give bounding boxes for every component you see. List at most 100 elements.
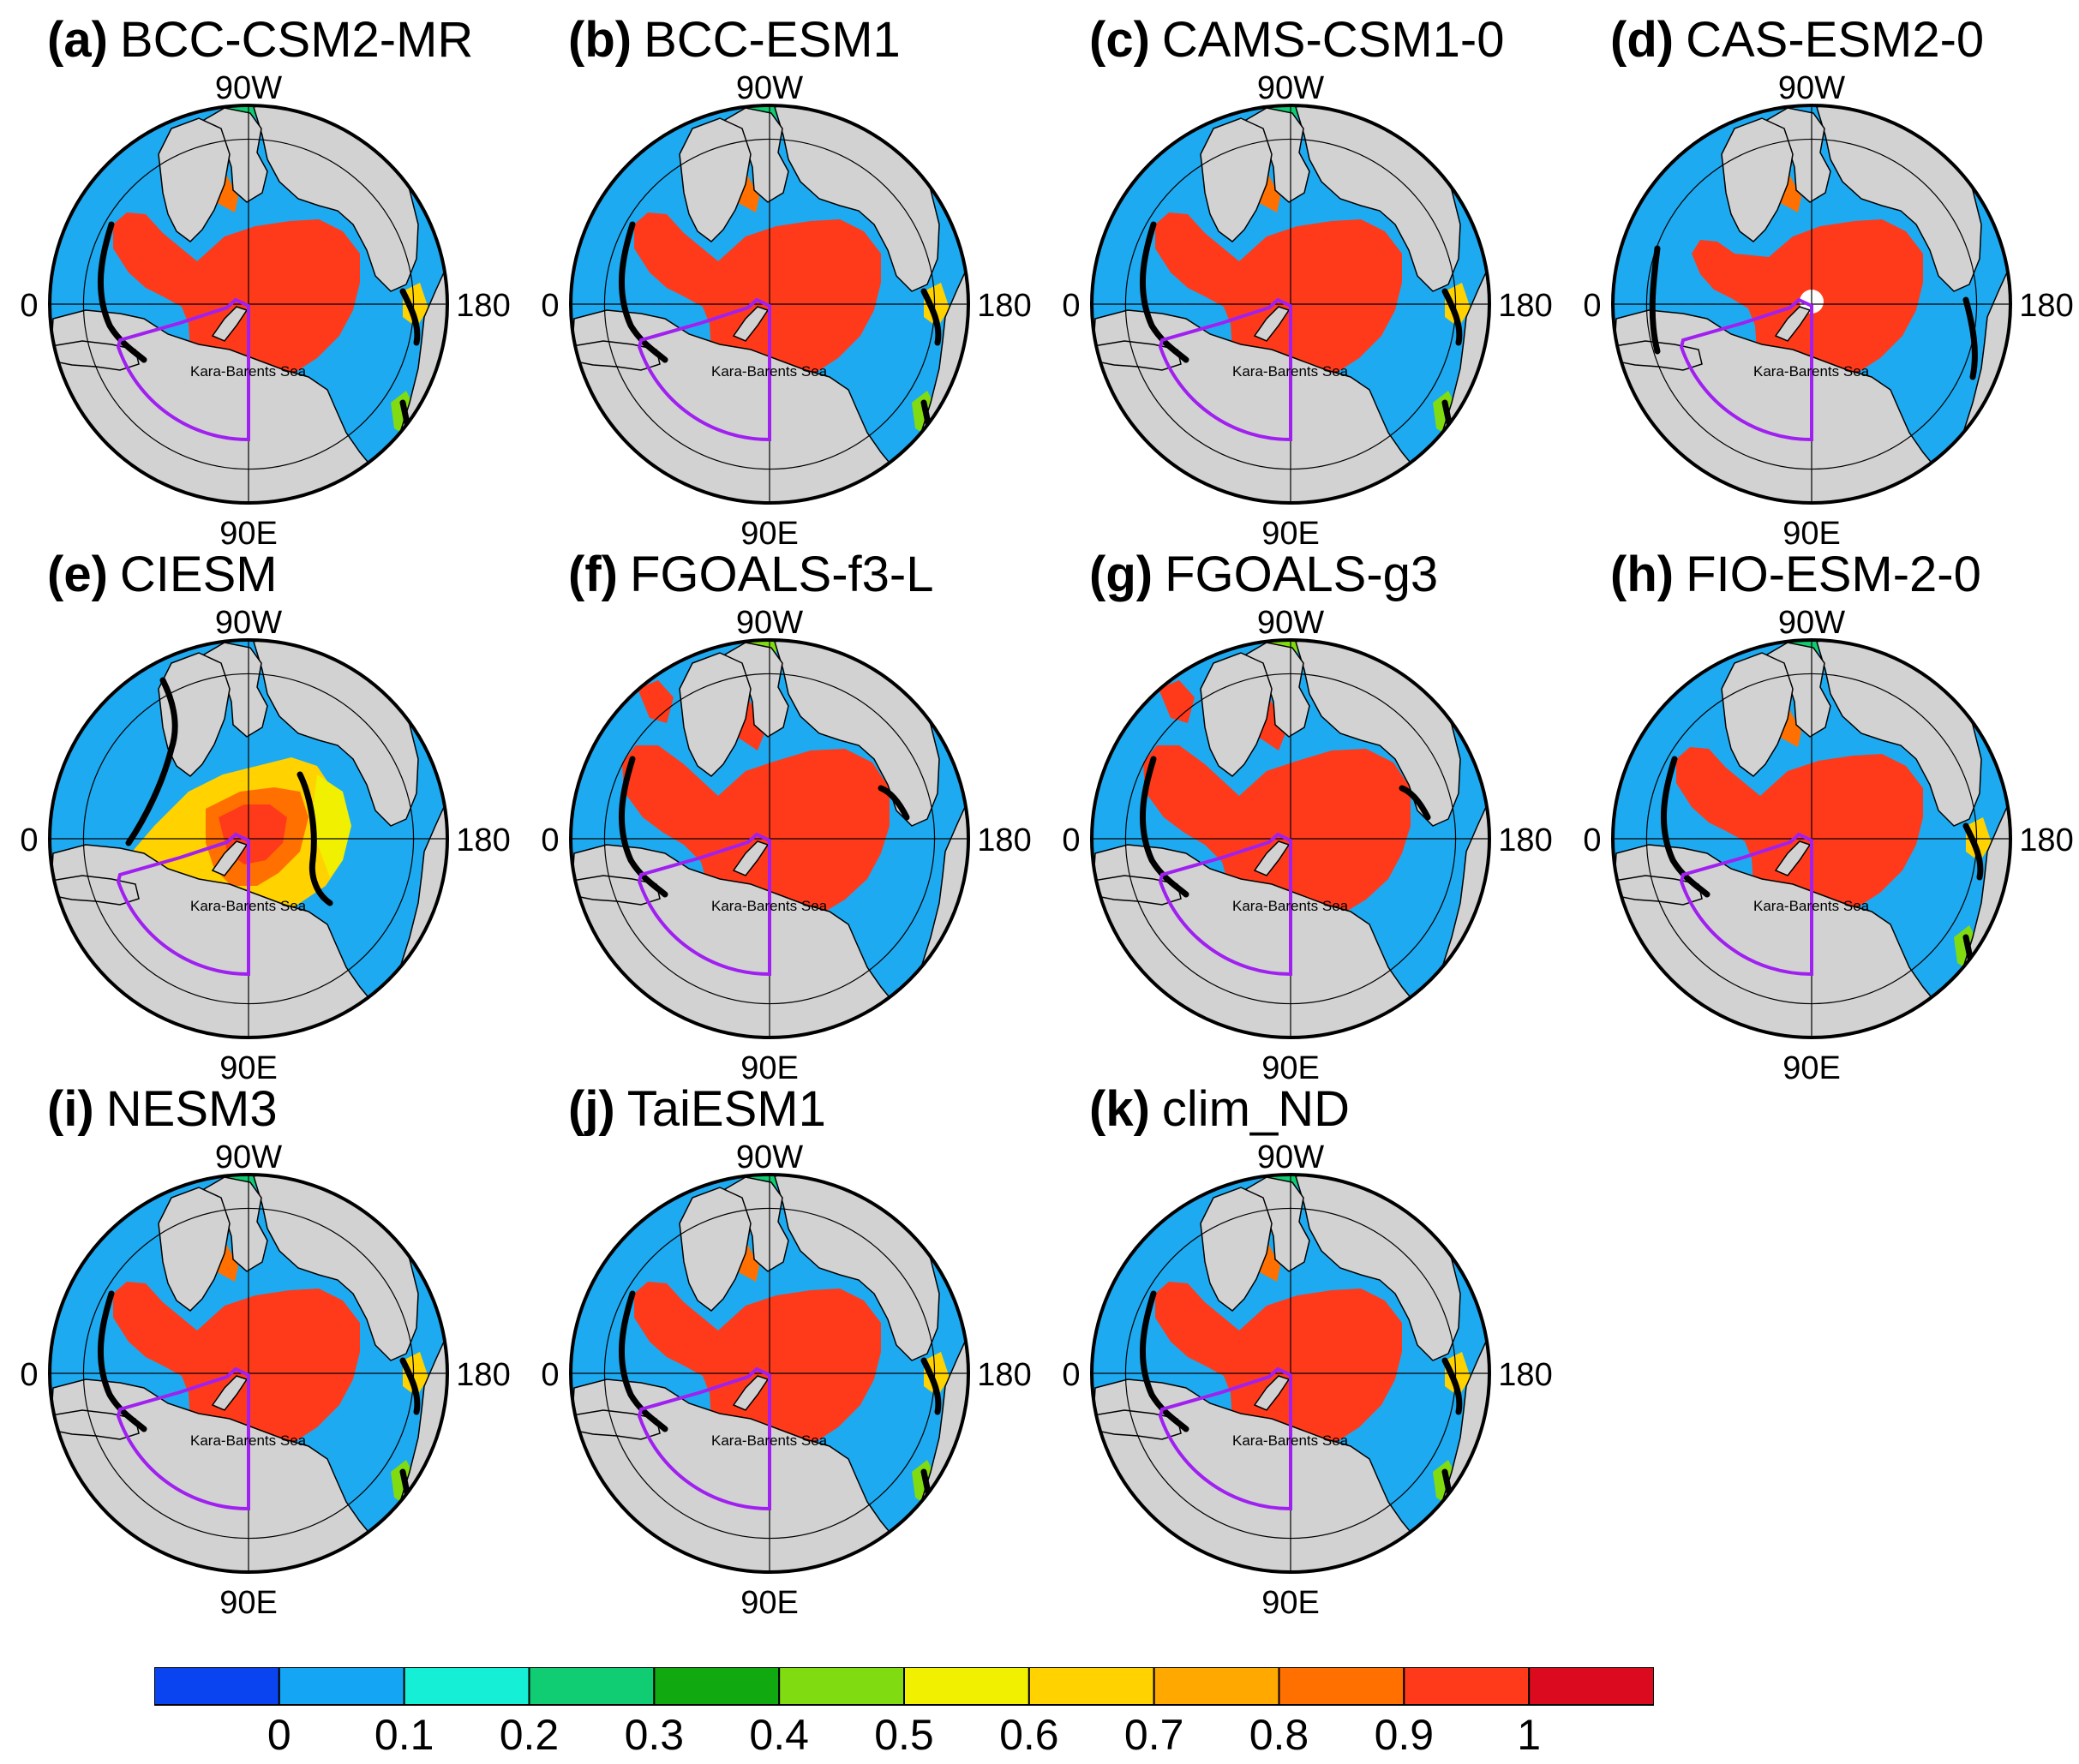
panel-model-name: FGOALS-g3 [1165,547,1439,602]
longitude-label-left: 0 [20,288,38,324]
panel-title: (f) FGOALS-f3-L [568,550,934,600]
panel-title: (i) NESM3 [47,1085,278,1134]
panel-letter: (b) [568,12,632,68]
region-label: Kara-Barents Sea [711,363,828,380]
ice-edge-contour [920,1357,942,1415]
longitude-label-top: 90W [736,70,803,106]
map-panel: (i) NESM3 Kara-Barents Sea 90W 90E 0 180 [0,1069,514,1618]
colorbar-tick-label: 0 [267,1711,291,1759]
map-panel: (b) BCC-ESM1 Kara-Barents Sea 90W 90E 0 180 [521,0,1035,549]
panel-title: (g) FGOALS-g3 [1089,550,1438,600]
longitude-label-bottom: 90E [1261,1585,1320,1617]
region-label: Kara-Barents Sea [1232,363,1349,380]
sea-ice-field [634,1282,881,1468]
map-panel: (c) CAMS-CSM1-0 Kara-Barents Sea 90W 90E 0 180 [1042,0,1556,549]
kara-barents-region-box [637,832,771,977]
land-mass [679,652,752,777]
sea-ice-field [638,680,674,723]
panel-model-name: CAS-ESM2-0 [1686,12,1985,68]
map-panel: (h) FIO-ESM-2-0 Kara-Barents Sea 90W 90E 0 180 [1563,535,2077,1084]
ice-edge-contour [1139,221,1189,363]
panel-model-name: FIO-ESM-2-0 [1686,547,1981,602]
ice-edge-contour [920,288,942,346]
polar-map: Kara-Barents Sea 90W 90E 0 180 [1583,605,2073,1083]
longitude-label-right: 180 [1498,822,1552,858]
longitude-label-bottom: 90E [740,1050,799,1083]
kara-barents-region-box [637,297,771,442]
land-mass [1200,117,1273,242]
kara-barents-region-box [1158,832,1292,977]
land-mass [1721,117,1794,242]
region-label: Kara-Barents Sea [1232,898,1349,914]
land-mass [158,1187,231,1312]
map-panel: (j) TaiESM1 Kara-Barents Sea 90W 90E 0 180 [521,1069,1035,1618]
panel-model-name: CAMS-CSM1-0 [1161,12,1505,68]
ice-edge-contour [618,221,668,363]
sea-ice-field [1143,745,1411,937]
longitude-label-bottom: 90E [740,1585,799,1617]
colorbar-tick-label: 0.5 [874,1711,934,1759]
longitude-label-top: 90W [1257,605,1324,641]
panel-model-name: TaiESM1 [626,1081,826,1137]
colorbar-segment [778,1667,906,1706]
polar-map: Kara-Barents Sea 90W 90E 0 180 [541,605,1031,1083]
longitude-label-bottom: 90E [1261,516,1320,548]
ice-edge-contour [1441,288,1463,346]
colorbar-segment [1153,1667,1280,1706]
panel-letter: (c) [1089,12,1150,68]
panel-title: (c) CAMS-CSM1-0 [1089,15,1505,65]
colorbar-segment [528,1667,656,1706]
sea-ice-field [403,1352,428,1396]
sea-ice-field [403,283,428,327]
ice-edge-contour [1962,822,1984,881]
polar-map: Kara-Barents Sea 90W 90E 0 180 [1583,70,2073,548]
panel-letter: (e) [47,547,108,602]
longitude-label-left: 0 [1062,1357,1080,1393]
panel-letter: (h) [1610,547,1675,602]
colorbar-segment [903,1667,1030,1706]
map-panel: (g) FGOALS-g3 Kara-Barents Sea 90W 90E 0 180 [1042,535,1556,1084]
longitude-label-left: 0 [20,1357,38,1393]
colorbar-tick-label: 0.2 [500,1711,560,1759]
longitude-label-top: 90W [1778,70,1845,106]
sea-ice-field [1155,1282,1402,1468]
longitude-label-bottom: 90E [1261,1050,1320,1083]
longitude-label-top: 90W [736,1139,803,1175]
colorbar-segment [278,1667,405,1706]
longitude-label-left: 0 [1062,822,1080,858]
panel-letter: (j) [568,1081,615,1137]
region-label: Kara-Barents Sea [1753,363,1870,380]
longitude-label-left: 0 [1583,288,1601,324]
longitude-label-left: 0 [1062,288,1080,324]
longitude-label-right: 180 [2019,288,2073,324]
ice-edge-contour [1649,245,1661,355]
sea-ice-field [1159,680,1195,723]
colorbar-tick-label: 0.3 [625,1711,685,1759]
ice-edge-contour [1441,1357,1463,1415]
sea-ice-field [1445,283,1471,327]
colorbar-tick-label: 0.1 [374,1711,434,1759]
ice-edge-contour [618,756,668,898]
ice-edge-contour [1660,756,1711,898]
colorbar-segment [1028,1667,1155,1706]
ice-edge-contour [1139,756,1189,898]
sea-ice-field [622,745,890,937]
ice-edge-contour [1962,296,1978,380]
sea-ice-field [1676,747,1923,934]
colorbar-segment [1403,1667,1531,1706]
panel-letter: (d) [1610,12,1675,68]
longitude-label-right: 180 [2019,822,2073,858]
map-panel: (k) clim_ND Kara-Barents Sea 90W 90E 0 180 [1042,1069,1556,1618]
longitude-label-bottom: 90E [1782,1050,1841,1083]
panel-letter: (i) [47,1081,94,1137]
longitude-label-right: 180 [977,822,1031,858]
kara-barents-region-box [637,1366,771,1511]
panel-model-name: CIESM [119,547,278,602]
panel-model-name: BCC-CSM2-MR [119,12,474,68]
ice-edge-contour [618,1290,668,1432]
longitude-label-bottom: 90E [740,516,799,548]
region-label: Kara-Barents Sea [1232,1432,1349,1449]
longitude-label-bottom: 90E [1782,516,1841,548]
sea-ice-field [313,774,351,877]
